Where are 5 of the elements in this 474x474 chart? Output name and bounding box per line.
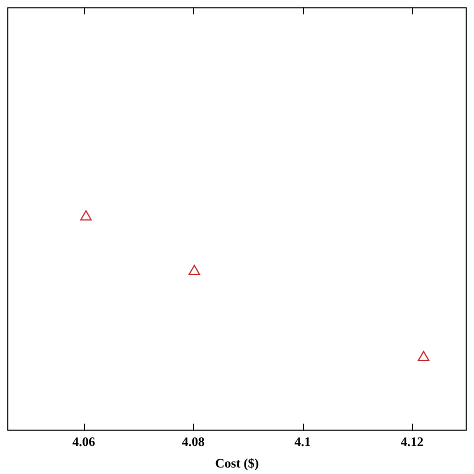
- x-tick-label: 4.08: [182, 434, 206, 449]
- x-tick-label: 4.12: [400, 434, 424, 449]
- x-tick-label: 4.1: [294, 434, 311, 449]
- x-axis-title: Cost ($): [215, 456, 259, 471]
- x-tick-label: 4.06: [72, 434, 96, 449]
